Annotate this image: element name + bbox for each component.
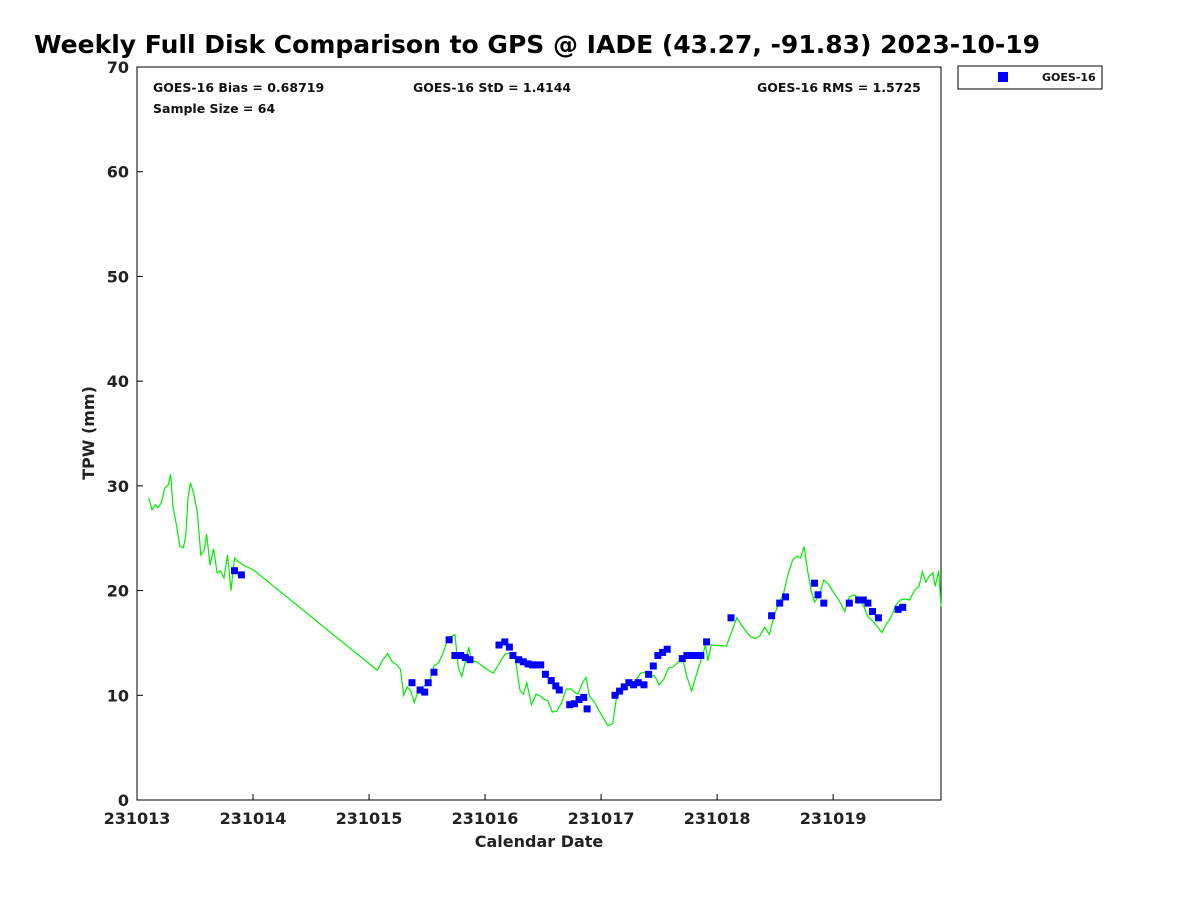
goes16-data-point: [421, 688, 429, 696]
goes16-data-point: [616, 687, 624, 695]
rms-stat: GOES-16 RMS = 1.5725: [757, 80, 921, 95]
y-tick-label: 10: [107, 686, 129, 705]
goes16-data-point: [237, 571, 245, 579]
goes16-data-point: [640, 681, 648, 689]
goes16-data-point: [692, 652, 700, 659]
x-tick-label: 231017: [568, 809, 635, 828]
goes16-data-point: [634, 679, 642, 687]
legend-square-marker-icon: [998, 72, 1008, 82]
goes16-data-point: [547, 677, 555, 685]
goes16-data-point: [509, 652, 517, 659]
y-tick-label: 60: [107, 163, 129, 182]
goes16-data-point: [231, 567, 238, 575]
plot-area: 0 10 20 30 40 50 60 70 231013 231014 231015 231016…: [104, 58, 942, 828]
goes16-data-point: [461, 654, 469, 662]
goes16-data-point: [845, 599, 853, 607]
goes16-data-point: [524, 660, 532, 668]
goes16-data-point: [451, 652, 459, 659]
goes16-data-point: [894, 605, 902, 613]
goes16-data-point: [859, 596, 867, 604]
sample-size-stat: Sample Size = 64: [153, 101, 275, 116]
goes16-data-point: [727, 614, 735, 622]
goes16-data-point: [768, 612, 776, 620]
goes16-data-point: [505, 643, 513, 651]
goes16-data-point: [495, 641, 503, 649]
goes16-data-point: [445, 636, 453, 644]
goes16-data-point: [501, 638, 509, 646]
std-stat: GOES-16 StD = 1.4144: [413, 80, 571, 95]
gps-series-line: [148, 474, 942, 727]
goes16-data-point: [814, 591, 822, 599]
plot-frame: [136, 66, 942, 801]
x-tick-label: 231019: [800, 809, 867, 828]
goes16-data-point: [697, 652, 705, 659]
x-tick-label: 231013: [104, 809, 171, 828]
chart-title: Weekly Full Disk Comparison to GPS @ IAD…: [34, 30, 1040, 59]
goes16-data-point: [703, 638, 711, 646]
y-tick-label: 40: [107, 372, 129, 391]
goes16-data-point: [645, 670, 653, 678]
goes16-data-point: [570, 700, 578, 708]
y-tick-label: 20: [107, 582, 129, 601]
goes16-data-point: [466, 656, 474, 664]
goes16-data-point: [620, 683, 628, 691]
goes16-data-point: [430, 668, 438, 676]
goes16-data-point: [649, 662, 657, 670]
stats-box: GOES-16 Bias = 0.68719 GOES-16 StD = 1.4…: [153, 80, 921, 116]
goes16-data-point: [552, 682, 560, 690]
x-tick-label: 231016: [452, 809, 519, 828]
goes16-data-point: [874, 614, 882, 622]
goes16-data-point: [683, 652, 691, 659]
legend: GOES-16: [957, 65, 1103, 90]
y-tick-label: 50: [107, 267, 129, 286]
y-tick-label: 70: [107, 58, 129, 77]
x-tick-label: 231015: [336, 809, 403, 828]
y-axis-label: TPW (mm): [79, 386, 98, 480]
y-axis: 0 10 20 30 40 50 60 70: [107, 58, 143, 810]
y-tick-label: 30: [107, 477, 129, 496]
goes16-data-point: [899, 603, 907, 611]
goes16-data-point: [580, 693, 588, 701]
legend-box: [957, 65, 1103, 90]
x-axis-label: Calendar Date: [475, 832, 604, 851]
goes16-data-point: [663, 645, 671, 653]
legend-label: GOES-16: [1042, 71, 1096, 84]
goes16-data-point: [566, 701, 574, 709]
goes16-data-point: [659, 648, 667, 656]
goes16-data-point: [869, 608, 876, 615]
goes16-data-point: [537, 661, 545, 669]
goes16-data-point: [782, 593, 789, 601]
goes16-data-point: [575, 696, 583, 703]
series-layer: [148, 474, 942, 727]
goes16-data-point: [855, 596, 863, 604]
goes16-data-point: [408, 679, 416, 687]
goes16-data-point: [532, 661, 540, 669]
goes16-data-point: [416, 686, 424, 694]
goes16-data-point: [654, 652, 662, 659]
goes16-data-point: [625, 679, 633, 687]
x-tick-label: 231014: [220, 809, 287, 828]
goes16-data-point: [424, 679, 432, 687]
goes16-data-point: [611, 691, 619, 699]
goes16-data-point: [555, 686, 563, 694]
goes16-data-point: [678, 655, 686, 663]
x-axis: 231013 231014 231015 231016 231017 231018 2310…: [104, 794, 867, 828]
goes16-data-point: [515, 656, 523, 664]
goes16-data-point: [688, 652, 696, 659]
goes16-data-point: [820, 599, 828, 607]
goes16-data-point: [457, 652, 465, 659]
bias-stat: GOES-16 Bias = 0.68719: [153, 80, 324, 95]
goes16-data-point: [541, 670, 549, 678]
goes16-data-point: [583, 705, 591, 713]
goes16-data-point: [864, 599, 872, 607]
goes16-data-point: [811, 579, 818, 587]
y-tick-label: 0: [118, 791, 129, 810]
goes16-data-point: [519, 658, 527, 666]
goes16-data-point: [776, 599, 784, 607]
goes16-data-point: [630, 681, 638, 689]
x-tick-label: 231018: [684, 809, 751, 828]
